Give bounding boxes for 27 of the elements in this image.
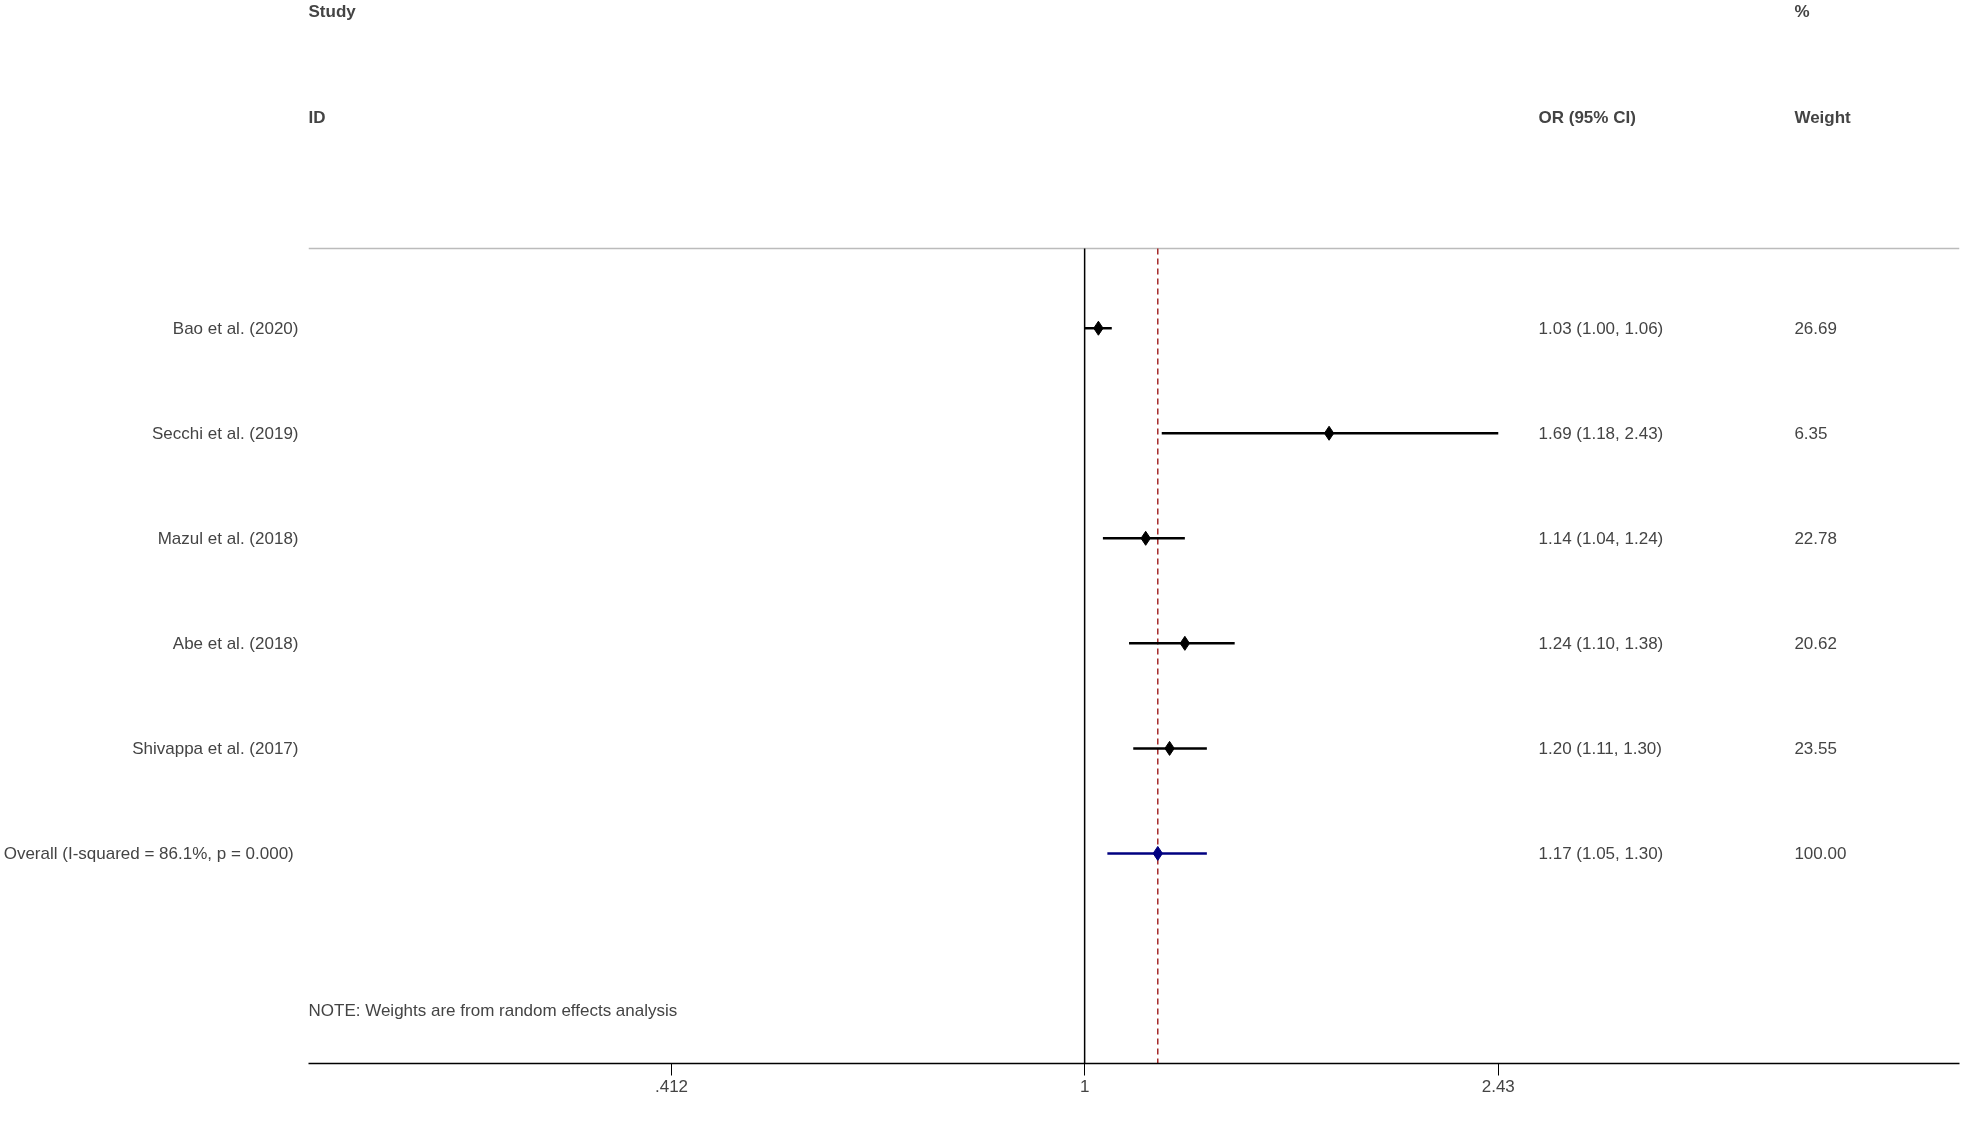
text: Study (308, 1, 357, 21)
annotation: 23.55 (1794, 739, 1837, 759)
text: NOTE: Weights are from random effects analysis (308, 1001, 678, 1021)
annotation: 26.69 (1794, 319, 1837, 339)
text: Weight (1794, 107, 1852, 127)
text: % (1794, 1, 1810, 21)
annotation: 1.03 (1.00, 1.06) (1538, 318, 1664, 338)
x-tick-label: .412 (654, 1076, 689, 1096)
x-tick-label: 2.43 (1481, 1076, 1515, 1096)
annotation: 20.62 (1794, 634, 1837, 654)
y-tick-label: Abe et al. (2018) (172, 633, 299, 653)
annotation: 22.78 (1794, 529, 1837, 549)
text: OR (95% CI) (1538, 107, 1636, 127)
y-tick-label: Secchi et al. (2019) (152, 423, 299, 443)
annotation: 100.00 (1794, 844, 1847, 864)
annotation: 1.69 (1.18, 2.43) (1538, 423, 1664, 443)
annotation: 6.35 (1794, 424, 1828, 444)
text: ID (308, 107, 326, 127)
y-tick-label: Overall (I-squared = 86.1%, p = 0.000) (3, 843, 294, 863)
y-tick-label: Mazul et al. (2018) (157, 528, 299, 548)
annotation: 1.14 (1.04, 1.24) (1538, 528, 1664, 548)
x-tick-label: 1 (1079, 1076, 1090, 1096)
y-tick-label: Bao et al. (2020) (172, 318, 299, 338)
annotation: 1.17 (1.05, 1.30) (1538, 843, 1664, 863)
y-tick-label: Shivappa et al. (2017) (132, 738, 299, 758)
annotation: 1.20 (1.11, 1.30) (1538, 738, 1662, 758)
annotation: 1.24 (1.10, 1.38) (1538, 633, 1664, 653)
